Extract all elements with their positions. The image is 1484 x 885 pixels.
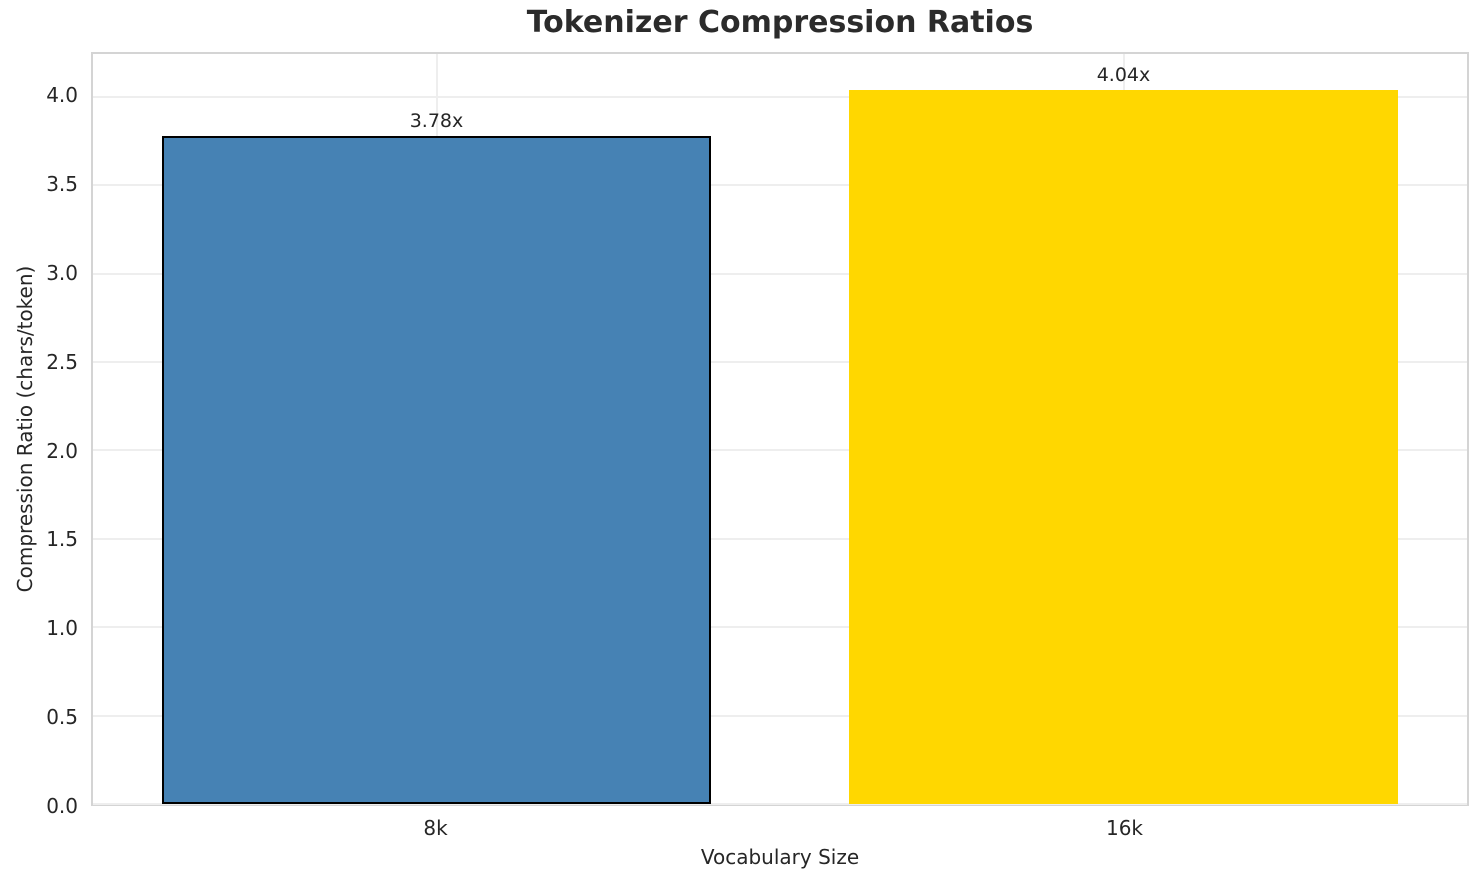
y-tick-label: 1.5 (46, 527, 78, 552)
y-gridline (93, 714, 1467, 717)
x-axis-tick-labels: 8k 16k (91, 814, 1469, 840)
y-axis-tick-labels: 0.0 0.5 1.0 1.5 2.0 2.5 3.0 3.5 4.0 (0, 52, 78, 818)
y-gridline (93, 449, 1467, 452)
plot-area: 3.78x 4.04x (91, 52, 1469, 806)
y-tick-label: 1.0 (46, 616, 78, 641)
y-tick-label: 3.0 (46, 260, 78, 285)
y-gridline (93, 626, 1467, 629)
bar-value-label: 3.78x (409, 109, 464, 132)
bar-value-label: 4.04x (1096, 63, 1151, 86)
y-tick-label: 0.0 (46, 794, 78, 818)
y-tick-label: 3.5 (46, 171, 78, 196)
x-tick-label: 16k (1105, 816, 1144, 840)
y-tick-label: 2.0 (46, 438, 78, 463)
y-tick-label: 0.5 (46, 705, 78, 730)
y-gridline (93, 360, 1467, 363)
y-tick-label: 4.0 (46, 83, 78, 107)
bar-8k (161, 135, 712, 804)
x-tick-label: 8k (423, 816, 448, 840)
chart-title: Tokenizer Compression Ratios (526, 5, 1034, 40)
bar-16k (848, 89, 1399, 804)
y-gridline (93, 184, 1467, 187)
y-gridline (93, 537, 1467, 540)
x-axis-label: Vocabulary Size (700, 845, 860, 869)
y-gridline (93, 95, 1467, 98)
y-tick-label: 2.5 (46, 349, 78, 374)
y-gridline (93, 272, 1467, 275)
y-gridline (93, 803, 1467, 805)
